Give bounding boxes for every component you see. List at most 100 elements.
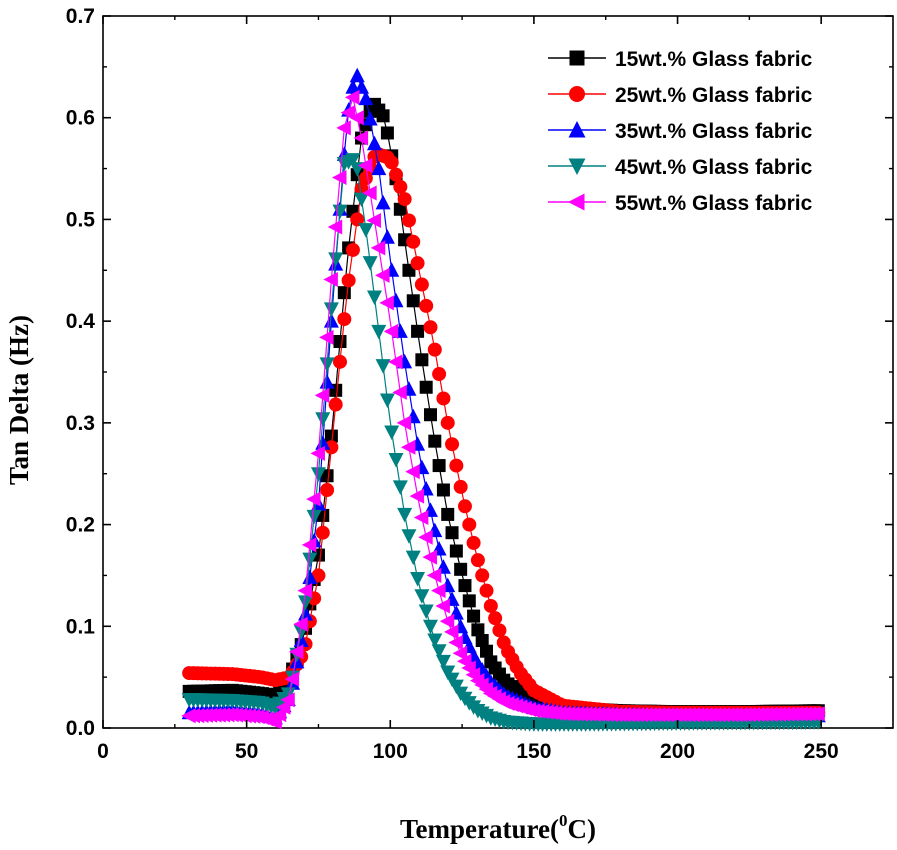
data-point	[405, 464, 420, 480]
data-point	[357, 158, 373, 174]
data-point	[298, 595, 314, 610]
data-point	[483, 598, 498, 613]
data-point	[440, 415, 455, 430]
data-point	[297, 583, 313, 599]
data-point	[349, 110, 364, 126]
x-tick-label: 200	[660, 740, 695, 763]
data-point	[411, 324, 425, 338]
data-point	[332, 169, 347, 185]
data-point	[384, 155, 399, 170]
data-point	[315, 412, 331, 427]
legend-label: 55wt.% Glass fabric	[615, 192, 813, 215]
data-point	[293, 632, 309, 648]
y-tick-label: 0.4	[66, 310, 96, 333]
legend-marker	[568, 121, 586, 138]
data-point	[810, 706, 825, 722]
legend-marker	[568, 193, 585, 211]
data-point	[379, 229, 395, 244]
data-point	[366, 212, 381, 228]
data-point	[431, 644, 447, 659]
data-point	[401, 213, 416, 228]
data-point	[379, 295, 394, 311]
data-point	[362, 110, 378, 126]
data-point	[323, 271, 338, 287]
legend-label: 25wt.% Glass fabric	[615, 84, 813, 107]
data-point	[328, 397, 343, 412]
data-point	[423, 408, 437, 422]
data-point	[341, 273, 356, 288]
data-point	[354, 192, 370, 208]
data-point	[427, 633, 443, 649]
data-point	[280, 692, 295, 708]
data-point	[436, 483, 450, 497]
x-axis-title: Temperature(0C)	[400, 811, 596, 844]
data-point	[452, 645, 468, 661]
data-point	[427, 342, 442, 357]
data-point	[345, 242, 360, 257]
data-point	[410, 256, 425, 271]
data-point	[422, 549, 437, 565]
data-point	[457, 499, 472, 514]
data-point	[358, 171, 373, 186]
data-point	[267, 714, 282, 730]
legend-item-5: 55wt.% Glass fabric	[548, 192, 813, 215]
data-point	[293, 616, 308, 632]
data-point	[392, 480, 408, 495]
data-point	[406, 294, 420, 308]
data-point	[284, 671, 300, 687]
data-point	[432, 459, 446, 473]
data-point	[376, 109, 390, 123]
data-point	[349, 67, 365, 83]
legend-marker	[568, 158, 586, 175]
legend-item-3: 35wt.% Glass fabric	[548, 120, 813, 143]
data-point	[362, 256, 378, 271]
data-point	[471, 623, 485, 637]
data-point	[466, 535, 481, 550]
data-point	[354, 79, 370, 94]
data-point	[397, 507, 413, 523]
data-point	[380, 126, 394, 140]
data-point	[324, 429, 338, 443]
data-point	[426, 567, 442, 583]
data-point	[397, 192, 412, 207]
data-point	[448, 635, 463, 651]
axes-layer: 0.0 0.1 0.2 0.3 0.4 0.5 0.6 0.7 0 50 100 150 200 250	[66, 5, 893, 763]
y-tick-label: 0.2	[66, 514, 95, 537]
data-point	[333, 354, 347, 369]
data-point	[314, 387, 330, 403]
data-point	[375, 267, 390, 283]
data-point	[475, 568, 490, 583]
data-point	[449, 544, 463, 558]
data-point	[320, 469, 334, 483]
x-axis-title-main: Temperature(	[400, 814, 559, 844]
data-point	[311, 568, 326, 583]
data-point	[423, 320, 438, 335]
series-layer	[181, 67, 826, 732]
data-point	[431, 583, 446, 599]
data-point	[409, 488, 425, 504]
data-point	[375, 359, 391, 374]
data-point	[470, 553, 485, 568]
data-point	[444, 624, 459, 640]
data-point	[393, 179, 408, 194]
data-point	[340, 105, 356, 121]
data-point	[414, 589, 430, 604]
data-point	[418, 529, 433, 545]
x-axis-title-unit: C)	[567, 814, 596, 844]
data-point	[432, 367, 447, 382]
legend-marker	[569, 50, 585, 66]
data-point	[288, 644, 304, 660]
data-point	[275, 699, 291, 715]
data-point	[389, 167, 404, 182]
data-point	[332, 204, 348, 220]
data-point	[454, 562, 468, 576]
data-point	[337, 286, 351, 300]
legend: 15wt.% Glass fabric 25wt.% Glass fabric 35…	[548, 48, 813, 215]
x-tick-label: 0	[97, 740, 109, 763]
y-tick-label: 0.3	[66, 412, 95, 435]
data-point	[388, 354, 403, 370]
y-tick-label: 0.1	[66, 615, 96, 638]
data-point	[323, 302, 339, 317]
x-tick-label: 250	[804, 740, 839, 763]
